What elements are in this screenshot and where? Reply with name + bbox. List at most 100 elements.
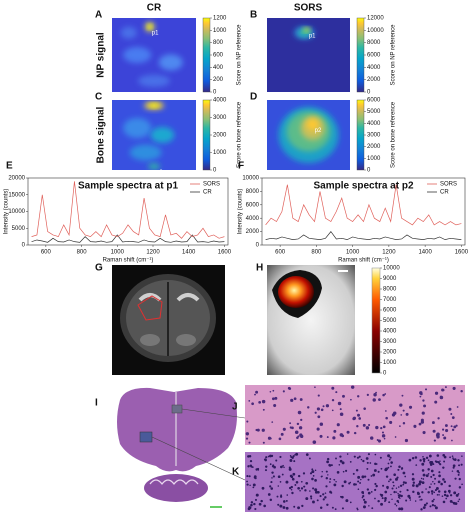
nucleus [262,441,265,444]
nucleus [343,480,347,484]
nucleus [368,423,371,427]
nucleus [422,399,425,402]
nucleus [249,460,253,463]
nucleus [339,455,342,458]
nucleus [379,493,382,496]
colorbar-tick-label: 3000 [367,133,381,139]
nucleus [278,437,282,441]
nucleus [348,482,351,485]
nucleus [329,478,332,480]
heatmap [112,18,196,92]
nucleus [271,471,274,474]
nucleus [305,481,309,485]
panel-label: G [95,263,103,274]
nucleus [339,459,343,463]
nucleus [311,477,314,481]
panel-label: H [256,263,263,274]
nucleus [288,467,292,471]
nucleus [335,457,337,460]
colorbar-tick-label: 4000 [383,329,397,335]
colorbar-tick-label: 1000 [367,156,381,162]
colorbar-tick-label: 1000 [383,360,397,366]
colorbar-tick-label: 6000 [383,308,397,314]
nucleus [264,469,268,472]
nucleus [430,483,432,485]
nucleus [252,483,256,487]
nucleus [279,455,282,459]
nucleus [274,396,278,400]
x-axis-label: Raman shift (cm⁻¹) [338,258,389,264]
colorbar-tick-label: 2000 [367,77,381,83]
nucleus [248,455,252,458]
nucleus [367,478,370,481]
nucleus [316,427,320,431]
nucleus [460,463,463,466]
nucleus [325,485,328,488]
nucleus [326,457,330,461]
mri-image [112,265,225,375]
nucleus [381,434,386,438]
panel-label: J [232,402,238,413]
nucleus [370,491,373,493]
nucleus [355,409,358,412]
nucleus [453,491,457,495]
colorbar-tick-label: 4000 [367,121,381,127]
nucleus [282,464,284,467]
nucleus [428,486,431,489]
nucleus [439,463,442,466]
y-axis-label: Intensity (counts) [238,189,244,235]
nucleus [251,466,254,469]
nucleus [380,502,384,506]
nucleus [399,425,401,427]
y-tick-label: 15000 [8,192,25,198]
nucleus [390,461,393,464]
y-tick-label: 2000 [246,229,260,235]
nucleus [290,488,293,491]
y-tick-label: 0 [256,243,260,249]
nucleus [353,455,356,458]
nucleus [385,410,387,412]
nucleus [333,483,337,487]
nucleus [425,502,428,505]
nucleus [399,484,403,488]
nucleus [294,484,297,486]
colorbar [356,17,365,93]
nucleus [398,465,401,469]
nucleus [256,428,260,432]
colorbar-tick-label: 5000 [367,109,381,115]
nucleus [382,393,385,397]
nucleus [440,482,443,486]
nucleus [394,436,397,438]
nucleus [269,390,272,393]
nucleus [253,475,257,478]
nucleus [443,490,447,494]
nucleus [322,405,325,408]
nucleus [442,453,446,457]
nucleus [442,500,446,504]
colorbar [356,99,365,171]
nucleus [247,455,250,458]
colorbar [202,17,211,93]
nucleus [431,421,435,425]
nucleus [430,475,433,478]
y-tick-label: 10000 [242,176,259,182]
nucleus [429,505,432,508]
nucleus [357,488,360,491]
colorbar-tick-label: 2000 [367,144,381,150]
nucleus [356,456,360,459]
nucleus [412,484,415,487]
nucleus [307,406,310,409]
nucleus [314,490,318,494]
nucleus [388,480,390,483]
nucleus [435,487,439,490]
nucleus [333,479,336,481]
nucleus [402,421,406,425]
panel-label: D [250,92,257,103]
nucleus [457,492,460,495]
nucleus [407,494,411,498]
colorbar-tick-label: 1200 [213,16,227,22]
nucleus [358,417,361,420]
colorbar-tick-label: 12000 [367,16,384,22]
nucleus [255,493,259,497]
